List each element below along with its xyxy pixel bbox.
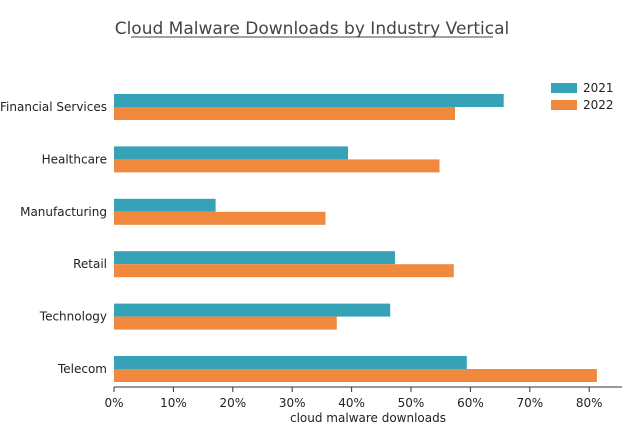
chart-title: Cloud Malware Downloads by Industry Vert… [115,19,510,39]
x-tick-label: 80% [576,396,603,410]
category-label: Manufacturing [20,205,107,219]
legend-swatch-2022 [551,100,577,110]
x-tick-label: 70% [516,396,543,410]
legend-swatch-2021 [551,83,577,93]
bar-2021-telecom [114,356,467,369]
bar-2021-retail [114,251,395,265]
x-axis-label: cloud malware downloads [290,411,446,425]
bar-2022-manufacturing [114,211,326,225]
category-label: Technology [39,310,107,324]
x-axis-ticks: 0% 10% 20% 30% 40% 50% 60% 70% 80% [104,387,603,410]
bar-2022-financial-services [114,107,455,120]
x-tick-label: 60% [457,396,484,410]
category-label: Telecom [57,362,107,376]
bar-2021-technology [114,303,391,317]
bar-2021-manufacturing [114,198,216,212]
category-label: Healthcare [42,152,107,166]
x-tick-label: 40% [338,396,365,410]
bar-2022-technology [114,316,337,330]
bar-2022-retail [114,264,454,278]
x-tick-label: 0% [104,396,123,410]
x-tick-label: 50% [398,396,425,410]
bar-2021-financial-services [114,94,504,107]
category-label: Retail [73,257,107,271]
bar-2022-healthcare [114,159,440,173]
bar-2022-telecom [114,369,597,382]
x-tick-label: 10% [160,396,187,410]
bar-2021-healthcare [114,146,348,160]
bars [114,94,597,382]
category-labels: Financial Services Healthcare Manufacturin… [0,100,107,376]
legend-label-2022: 2022 [583,98,614,112]
x-tick-label: 20% [219,396,246,410]
category-label: Financial Services [0,100,107,114]
legend-label-2021: 2021 [583,81,614,95]
x-tick-label: 30% [279,396,306,410]
legend: 2021 2022 [551,81,614,112]
